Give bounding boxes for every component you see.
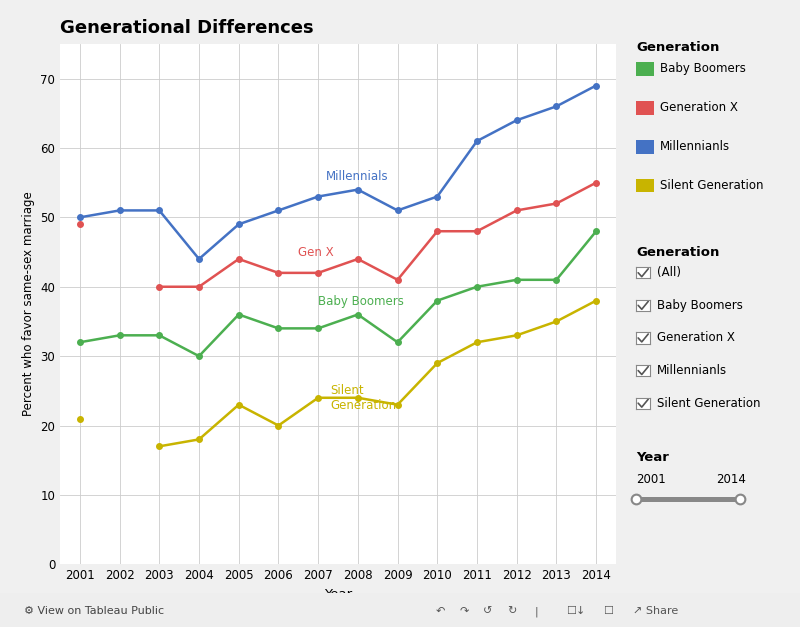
Text: Generation X: Generation X: [657, 332, 734, 344]
Text: Baby Boomers: Baby Boomers: [318, 295, 404, 308]
Text: ⚙ View on Tableau Public: ⚙ View on Tableau Public: [24, 606, 164, 616]
Text: Millennianls: Millennianls: [657, 364, 727, 377]
Text: 2001: 2001: [636, 473, 666, 486]
Text: Silent
Generation: Silent Generation: [330, 384, 396, 412]
Text: Generational Differences: Generational Differences: [60, 19, 314, 37]
Text: Baby Boomers: Baby Boomers: [660, 63, 746, 75]
Text: |: |: [534, 606, 538, 616]
Text: ↺: ↺: [483, 606, 493, 616]
Text: ☐↓: ☐↓: [566, 606, 586, 616]
Text: (All): (All): [657, 266, 681, 279]
Text: Silent Generation: Silent Generation: [657, 397, 760, 409]
Text: ↶: ↶: [435, 606, 445, 616]
Text: ↻: ↻: [507, 606, 517, 616]
Text: 2014: 2014: [716, 473, 746, 486]
Text: Millennials: Millennials: [326, 170, 389, 182]
Text: Year: Year: [636, 451, 669, 465]
Text: Millennianls: Millennianls: [660, 140, 730, 153]
Y-axis label: Percent who favor same-sex marriage: Percent who favor same-sex marriage: [22, 192, 34, 416]
Text: ↷: ↷: [459, 606, 469, 616]
Text: ☐: ☐: [603, 606, 613, 616]
Text: Gen X: Gen X: [298, 246, 334, 259]
Text: Baby Boomers: Baby Boomers: [657, 299, 742, 312]
Text: Generation X: Generation X: [660, 102, 738, 114]
Text: Generation: Generation: [636, 246, 719, 260]
Text: Silent Generation: Silent Generation: [660, 179, 763, 192]
Text: Generation: Generation: [636, 41, 719, 54]
X-axis label: Year: Year: [324, 587, 352, 601]
Text: ↗ Share: ↗ Share: [634, 606, 678, 616]
